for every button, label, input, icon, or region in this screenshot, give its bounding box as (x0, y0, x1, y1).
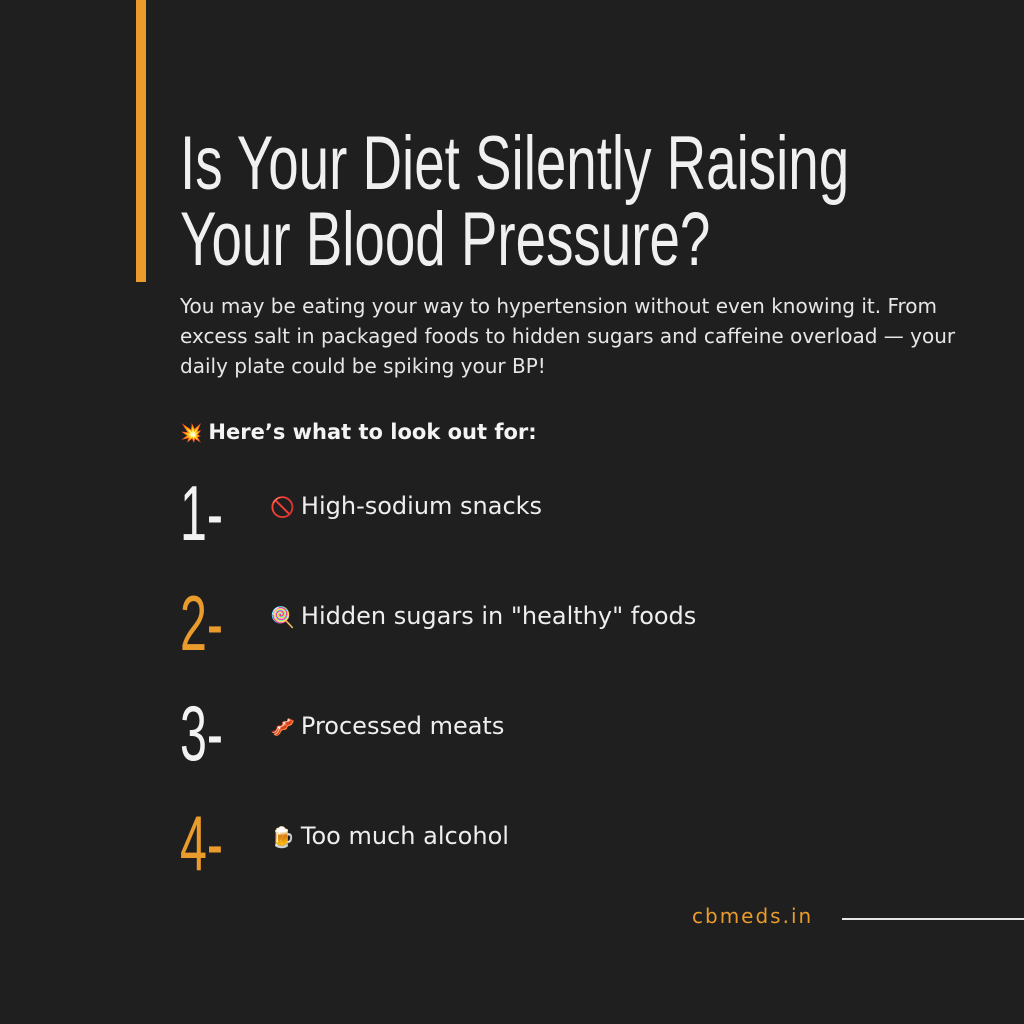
item-label: Processed meats (300, 712, 505, 740)
title-line-2: Your Blood Pressure? (180, 197, 711, 282)
item-label: Too much alcohol (300, 822, 509, 850)
brand-divider (842, 918, 1024, 920)
page-title: Is Your Diet Silently Raising Your Blood… (180, 126, 849, 278)
bacon-icon: 🥓 (270, 715, 295, 739)
title-line-1: Is Your Diet Silently Raising (180, 121, 850, 206)
item-label: High-sodium snacks (300, 492, 543, 520)
prohibited-icon: 🚫 (270, 495, 295, 519)
lookout-heading: 💥 Here’s what to look out for: (180, 420, 537, 444)
accent-bar (136, 0, 146, 282)
beer-mug-icon: 🍺 (270, 825, 295, 849)
item-number: 2- (180, 579, 224, 667)
item-label: Hidden sugars in "healthy" foods (300, 602, 697, 630)
brand-name: cbmeds.in (692, 904, 814, 928)
item-number: 3- (180, 689, 224, 777)
item-number: 1- (180, 469, 224, 557)
item-number: 4- (180, 799, 224, 887)
lollipop-icon: 🍭 (270, 605, 295, 629)
collision-icon: 💥 (180, 423, 203, 444)
lookout-label: Here’s what to look out for: (208, 420, 537, 444)
intro-text: You may be eating your way to hypertensi… (180, 294, 956, 378)
